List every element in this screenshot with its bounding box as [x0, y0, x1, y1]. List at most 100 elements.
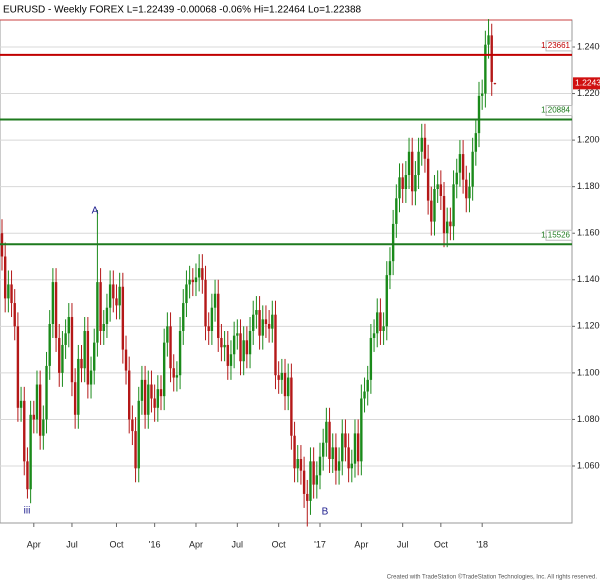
candle-body: [42, 419, 45, 436]
candle-body: [23, 400, 26, 462]
x-tick-label: Apr: [27, 539, 41, 549]
candle-body: [245, 340, 249, 355]
candle-body: [321, 442, 325, 457]
candle-body: [223, 344, 226, 348]
candle-body: [217, 293, 220, 338]
candle-body: [395, 198, 398, 224]
candle-body: [420, 137, 423, 152]
candle-body: [328, 421, 331, 460]
candle-body: [446, 221, 449, 234]
grid: 1.06000 1.08000 1.10000 1.12000 1.14000 1.160…: [0, 41, 600, 549]
candle-body: [261, 319, 264, 336]
candle-body: [3, 256, 7, 299]
candle-body: [77, 358, 80, 415]
candle-body: [115, 298, 118, 306]
candle-body: [318, 456, 322, 476]
candle-body: [414, 175, 417, 192]
candle-body: [80, 358, 83, 369]
candle-body: [344, 433, 347, 448]
x-tick-label: '16: [149, 539, 161, 549]
candle-body: [382, 326, 385, 331]
chart-title: EURUSD - Weekly FOREX L=1.22439 -0.00068…: [3, 5, 362, 16]
level-label: 1.15526: [541, 230, 570, 239]
candle-body: [204, 279, 207, 327]
candle-body: [436, 184, 439, 189]
candle-body: [210, 307, 214, 331]
candle-body: [226, 344, 229, 366]
candle-body: [490, 35, 493, 82]
candle-body: [99, 282, 102, 331]
candle-body: [360, 398, 363, 462]
candle-body: [376, 312, 379, 334]
candle-body: [197, 268, 201, 278]
candle-body: [156, 389, 160, 408]
candle-body: [105, 307, 109, 325]
y-tick-label: 1.08000: [577, 414, 600, 424]
candle-body: [401, 177, 404, 189]
candle-body: [372, 333, 376, 338]
candle-body: [147, 384, 150, 415]
candle-body: [7, 284, 10, 299]
candle-body: [350, 463, 353, 469]
candle-body: [89, 370, 93, 385]
candle-body: [299, 459, 303, 471]
candle-body: [51, 282, 55, 325]
candle-body: [347, 447, 350, 469]
candle-body: [58, 337, 61, 373]
candle-body: [16, 326, 20, 408]
candle-body: [13, 303, 16, 327]
candle-body: [102, 324, 105, 331]
candle-body: [423, 137, 427, 159]
candle-body: [280, 372, 284, 380]
level-label: 1.23661: [541, 41, 570, 50]
candle-body: [474, 133, 478, 152]
candle-body: [353, 433, 357, 464]
candle-body: [178, 330, 182, 376]
candle-body: [153, 398, 156, 408]
level-label: 1.20884: [541, 106, 570, 115]
candle-body: [182, 303, 185, 331]
candle-body: [306, 493, 309, 501]
candle-body: [290, 377, 293, 436]
candle-body: [32, 414, 35, 420]
candle-body: [430, 200, 433, 222]
candle-body: [48, 324, 51, 366]
x-tick-label: Oct: [109, 539, 124, 549]
candle-body: [465, 179, 468, 199]
candle-body: [449, 221, 452, 227]
x-tick-label: Oct: [434, 539, 449, 549]
candle-body: [271, 314, 274, 329]
x-tick-label: Oct: [272, 539, 287, 549]
candle-body: [426, 158, 430, 201]
y-tick-label: 1.20000: [577, 134, 600, 144]
candle-body: [86, 330, 90, 385]
candle-body: [185, 284, 188, 304]
y-tick-label: 1.16000: [577, 228, 600, 238]
candle-body: [312, 461, 315, 485]
candle-body: [169, 326, 172, 369]
x-tick-label: '18: [476, 539, 488, 549]
candle-body: [417, 151, 420, 176]
candle-body: [484, 44, 487, 94]
candle-body: [150, 384, 153, 399]
x-tick-label: '17: [314, 539, 326, 549]
candle-body: [315, 475, 319, 485]
candle-body: [369, 337, 373, 380]
candle-body: [461, 154, 465, 180]
candle-body: [172, 368, 175, 378]
candle-body: [283, 372, 287, 397]
candle-body: [175, 375, 179, 378]
candle-body: [334, 447, 338, 471]
candle-body: [325, 421, 328, 443]
candle-body: [118, 286, 121, 306]
candle-body: [188, 279, 191, 285]
candle-body: [64, 333, 67, 345]
candle-body: [458, 154, 462, 173]
candle-body: [61, 344, 64, 373]
candle-body: [143, 379, 147, 415]
candle-body: [220, 337, 223, 348]
candle-body: [239, 333, 242, 362]
candle-body: [385, 275, 388, 327]
